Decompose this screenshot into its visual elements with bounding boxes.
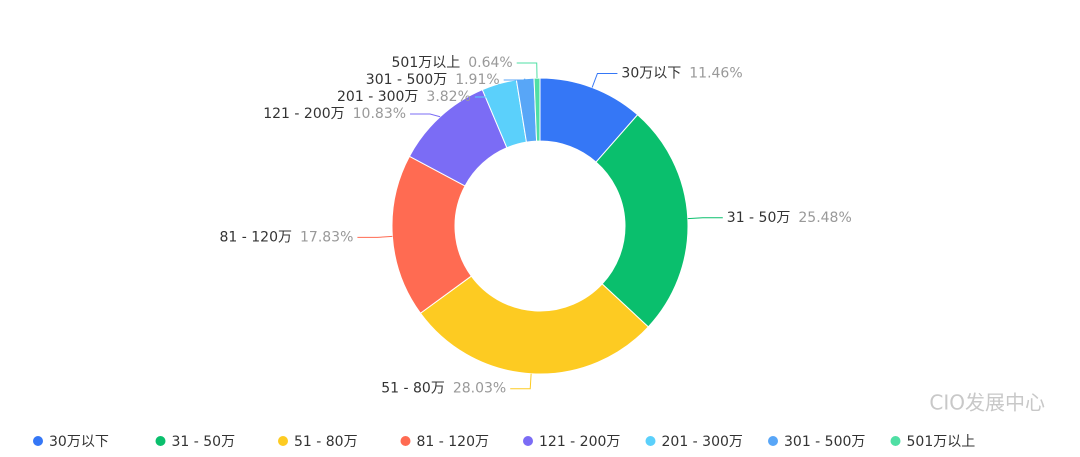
leader-line [516, 62, 538, 79]
slice-label: 81 - 120万 17.83% [220, 229, 354, 245]
donut-slice [533, 77, 541, 142]
legend-marker [155, 436, 166, 446]
legend-label: 30万以下 [49, 434, 109, 450]
slice-value: 0.64% [468, 55, 512, 71]
donut-slice [419, 275, 649, 375]
slice-value: 11.46% [689, 65, 742, 81]
slice-name: 301 - 500万 [366, 72, 447, 88]
watermark: CIO发展中心 [929, 391, 1045, 415]
legend-marker [400, 436, 411, 446]
slice-label: 31 - 50万 25.48% [727, 210, 852, 226]
legend-label: 501万以上 [907, 434, 976, 450]
slice-label: 51 - 80万 28.03% [381, 381, 506, 397]
slice-name: 31 - 50万 [727, 210, 791, 226]
slice-label: 501万以上 0.64% [392, 55, 513, 71]
slice-name: 81 - 120万 [220, 229, 293, 245]
slice-name: 121 - 200万 [263, 106, 344, 122]
leader-line [687, 217, 723, 220]
leader-line [503, 78, 526, 81]
legend-label: 201 - 300万 [662, 434, 743, 450]
slice-name: 501万以上 [392, 55, 461, 71]
legend-marker [33, 436, 43, 446]
leader-line [357, 235, 393, 238]
donut-slice [595, 114, 689, 328]
leader-line [510, 373, 532, 390]
slice-label: 201 - 300万 3.82% [337, 89, 471, 105]
legend-label: 81 - 120万 [417, 434, 490, 450]
slice-name: 201 - 300万 [337, 89, 418, 105]
slice-value: 28.03% [453, 381, 506, 397]
leader-line [591, 72, 618, 88]
slice-name: 51 - 80万 [381, 381, 445, 397]
slice-label: 301 - 500万 1.91% [366, 72, 500, 88]
legend-label: 121 - 200万 [539, 434, 620, 450]
legend-marker [523, 436, 533, 446]
slice-value: 25.48% [798, 210, 851, 226]
legend-marker [768, 436, 778, 446]
slice-label: 121 - 200万 10.83% [263, 106, 406, 122]
legend-label: 51 - 80万 [294, 434, 358, 450]
legend-label: 301 - 500万 [784, 434, 865, 450]
legend-label: 31 - 50万 [172, 434, 236, 450]
slice-value: 17.83% [300, 229, 353, 245]
legend-marker [890, 436, 901, 446]
leader-line [410, 113, 441, 118]
leader-line [474, 83, 500, 98]
slice-name: 30万以下 [621, 65, 681, 81]
slice-value: 10.83% [353, 106, 406, 122]
slice-value: 1.91% [455, 72, 499, 88]
legend-marker [645, 436, 656, 446]
legend-marker [278, 436, 288, 446]
slice-label: 30万以下 11.46% [621, 65, 742, 81]
slice-value: 3.82% [426, 89, 470, 105]
